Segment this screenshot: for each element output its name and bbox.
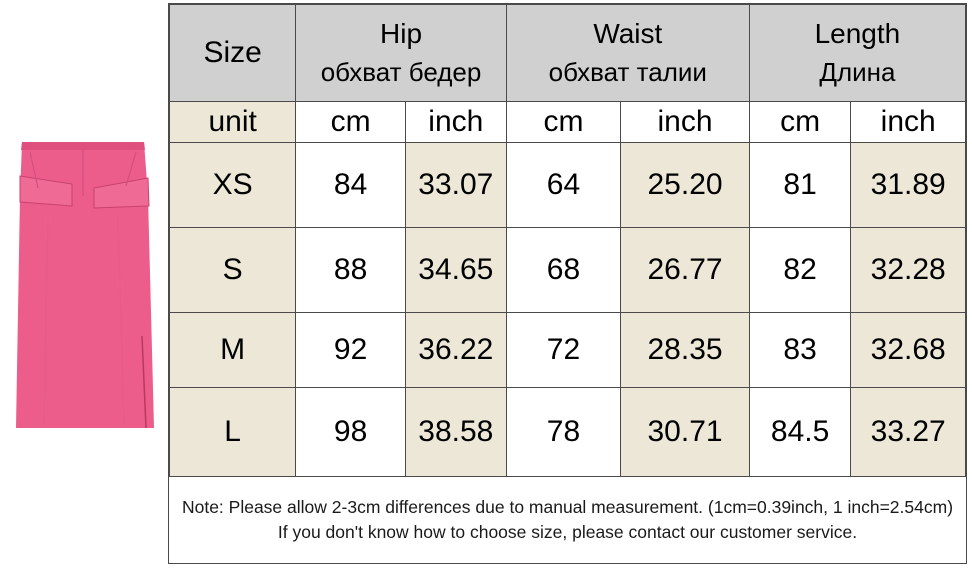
skirt-illustration: [16, 142, 154, 429]
value-cell: 68: [505, 227, 622, 313]
size-cell: S: [168, 227, 297, 313]
measurement-note: Note: Please allow 2-3cm differences due…: [181, 496, 954, 542]
size-cell: M: [168, 312, 297, 388]
value-cell: 34.65: [404, 227, 507, 313]
hip-label: Hip: [380, 18, 423, 49]
value-cell: 72: [505, 312, 622, 388]
size-header: Size: [168, 4, 297, 102]
unit-cell: inch: [620, 101, 750, 143]
waist-label: Waist: [593, 18, 663, 49]
header-row: Size Hip обхват бедер Waist обхват талии…: [168, 4, 967, 102]
pink-skirt-image: [8, 136, 158, 436]
value-cell: 92: [295, 312, 406, 388]
value-cell: 64: [505, 142, 622, 228]
unit-cell: cm: [295, 101, 406, 143]
unit-cell: inch: [850, 101, 966, 143]
unit-label: unit: [168, 101, 297, 143]
unit-cell: cm: [505, 101, 622, 143]
value-cell: 98: [295, 387, 406, 477]
hip-header: Hip обхват бедер: [295, 4, 507, 102]
length-label-ru: Длина: [819, 57, 896, 87]
value-cell: 32.68: [850, 312, 966, 388]
value-cell: 32.28: [850, 227, 966, 313]
waist-label-ru: обхват талии: [548, 57, 707, 87]
value-cell: 82: [748, 227, 852, 313]
value-cell: 78: [505, 387, 622, 477]
value-cell: 26.77: [620, 227, 750, 313]
value-cell: 84: [295, 142, 406, 228]
value-cell: 83: [748, 312, 852, 388]
length-label: Length: [814, 18, 901, 49]
value-cell: 36.22: [404, 312, 507, 388]
value-cell: 30.71: [620, 387, 750, 477]
value-cell: 84.5: [748, 387, 852, 477]
value-cell: 31.89: [850, 142, 966, 228]
unit-row: unit cm inch cm inch cm inch: [168, 101, 966, 143]
unit-cell: inch: [404, 101, 507, 143]
value-cell: 28.35: [620, 312, 750, 388]
value-cell: 33.07: [404, 142, 507, 228]
size-cell: L: [168, 387, 297, 477]
value-cell: 38.58: [404, 387, 507, 477]
value-cell: 25.20: [620, 142, 750, 228]
length-header: Length Длина: [748, 4, 967, 102]
table-row: S 88 34.65 68 26.77 82 32.28: [168, 227, 966, 313]
value-cell: 33.27: [850, 387, 966, 477]
size-cell: XS: [168, 142, 297, 228]
waist-header: Waist обхват талии: [505, 4, 750, 102]
table-row: XS 84 33.07 64 25.20 81 31.89: [168, 142, 966, 228]
size-chart: Size Hip обхват бедер Waist обхват талии…: [168, 3, 967, 564]
table-row: M 92 36.22 72 28.35 83 32.68: [168, 312, 966, 388]
unit-cell: cm: [748, 101, 852, 143]
value-cell: 88: [295, 227, 406, 313]
hip-label-ru: обхват бедер: [320, 57, 482, 87]
size-table: Size Hip обхват бедер Waist обхват талии…: [168, 4, 967, 477]
value-cell: 81: [748, 142, 852, 228]
table-row: L 98 38.58 78 30.71 84.5 33.27: [168, 387, 966, 477]
